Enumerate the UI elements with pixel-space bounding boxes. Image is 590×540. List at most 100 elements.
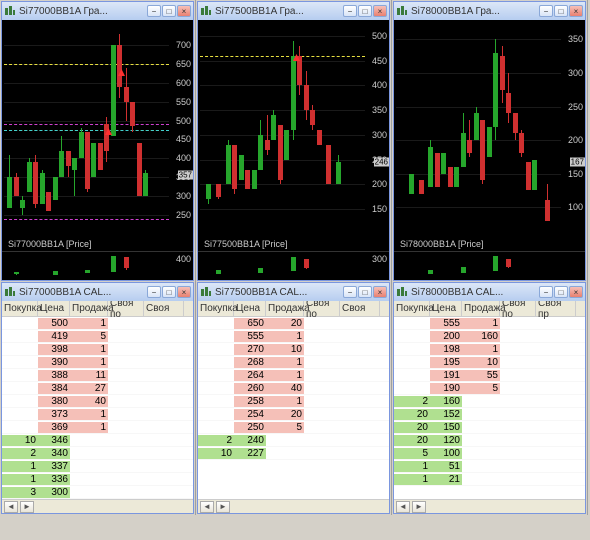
close-button[interactable]: × (177, 5, 191, 17)
close-button[interactable]: × (373, 286, 387, 298)
col-price[interactable]: Цена (430, 301, 462, 316)
horizontal-line (200, 56, 365, 57)
dom-bid-row[interactable]: 5100 (394, 447, 585, 460)
dom-rows: 555 1 200 160 198 1 195 10 191 55 190 5 … (394, 317, 585, 486)
minimize-button[interactable]: − (147, 5, 161, 17)
maximize-button[interactable]: □ (358, 5, 372, 17)
col-own2[interactable]: Своя (340, 301, 380, 316)
dom-ask-row[interactable]: 373 1 (2, 408, 193, 421)
scroll-right-button[interactable] (412, 501, 426, 513)
maximize-button[interactable]: □ (358, 286, 372, 298)
close-button[interactable]: × (373, 5, 387, 17)
dom-ask-row[interactable]: 650 20 (198, 317, 389, 330)
dom-ask-row[interactable]: 260 40 (198, 382, 389, 395)
dom-ask-row[interactable]: 380 40 (2, 395, 193, 408)
dom-bid-row[interactable]: 121 (394, 473, 585, 486)
dom-bid-row[interactable]: 10346 (2, 434, 193, 447)
maximize-button[interactable]: □ (162, 5, 176, 17)
dom-bid-row[interactable]: 151 (394, 460, 585, 473)
dom-ask-row[interactable]: 369 1 (2, 421, 193, 434)
price-marker-icon (118, 68, 124, 74)
col-buy[interactable]: Покупка (198, 301, 234, 316)
dom-bid-row[interactable]: 2160 (394, 395, 585, 408)
volume-subplot (396, 254, 561, 278)
y-tick-label: 250 (176, 210, 191, 220)
scroll-left-button[interactable] (200, 501, 214, 513)
dom-ask-row[interactable]: 254 20 (198, 408, 389, 421)
dom-ask-row[interactable]: 268 1 (198, 356, 389, 369)
col-price[interactable]: Цена (234, 301, 266, 316)
minimize-button[interactable]: − (343, 5, 357, 17)
minimize-button[interactable]: − (147, 286, 161, 298)
close-button[interactable]: × (569, 5, 583, 17)
minimize-button[interactable]: − (343, 286, 357, 298)
y-tick-label: 600 (176, 78, 191, 88)
col-own1[interactable]: Своя по (500, 301, 536, 316)
scroll-left-button[interactable] (396, 501, 410, 513)
y-tick-label: 400 (372, 80, 387, 90)
dom-ask-row[interactable]: 200 160 (394, 330, 585, 343)
dom-bid-row[interactable]: 20150 (394, 421, 585, 434)
dom-ask-row[interactable]: 384 27 (2, 382, 193, 395)
dom-bid-row[interactable]: 1336 (2, 473, 193, 486)
dom-ask-row[interactable]: 264 1 (198, 369, 389, 382)
chart-area[interactable]: 150200250300350400450500246 Si77500BB1A … (198, 20, 389, 280)
maximize-button[interactable]: □ (554, 286, 568, 298)
close-button[interactable]: × (177, 286, 191, 298)
chart-plot (396, 26, 561, 233)
price-box: 357 (178, 170, 193, 179)
dom-ask-row[interactable]: 258 1 (198, 395, 389, 408)
window-titlebar: Si78000BB1A Гра... − □ × (394, 2, 585, 20)
col-price[interactable]: Цена (38, 301, 70, 316)
col-own2[interactable]: Своя (144, 301, 184, 316)
dom-bid-row[interactable]: 20152 (394, 408, 585, 421)
dom-ask-row[interactable]: 195 10 (394, 356, 585, 369)
scroll-right-button[interactable] (20, 501, 34, 513)
dom-bid-row[interactable]: 10227 (198, 447, 389, 460)
dom-ask-row[interactable]: 250 5 (198, 421, 389, 434)
window-titlebar: Si77000BB1A Гра... − □ × (2, 2, 193, 20)
y-tick-label: 150 (372, 204, 387, 214)
y-tick-label: 300 (372, 254, 387, 264)
col-sell[interactable]: Продажа (266, 301, 304, 316)
scroll-right-button[interactable] (216, 501, 230, 513)
chart-area[interactable]: 250300350400450500550600650700357 Si7700… (2, 20, 193, 280)
y-tick-label: 700 (176, 40, 191, 50)
maximize-button[interactable]: □ (554, 5, 568, 17)
col-buy[interactable]: Покупка (2, 301, 38, 316)
col-own2[interactable]: Своя пр (536, 301, 576, 316)
dom-ask-row[interactable]: 190 5 (394, 382, 585, 395)
dom-bid-row[interactable]: 2340 (2, 447, 193, 460)
dom-ask-row[interactable]: 500 1 (2, 317, 193, 330)
col-sell[interactable]: Продажа (70, 301, 108, 316)
scroll-left-button[interactable] (4, 501, 18, 513)
dom-bid-row[interactable]: 1337 (2, 460, 193, 473)
dom-ask-row[interactable]: 270 10 (198, 343, 389, 356)
dom-header: Покупка Цена Продажа Своя по Своя (198, 301, 389, 317)
col-own1[interactable]: Своя по (108, 301, 144, 316)
dom-ask-row[interactable]: 398 1 (2, 343, 193, 356)
dom-ask-row[interactable]: 388 11 (2, 369, 193, 382)
col-sell[interactable]: Продажа (462, 301, 500, 316)
minimize-button[interactable]: − (539, 5, 553, 17)
chart-window: Si78000BB1A Гра... − □ × (393, 1, 586, 281)
dom-bid-row[interactable]: 20120 (394, 434, 585, 447)
dom-bid-row[interactable]: 3300 (2, 486, 193, 499)
y-tick-label: 200 (372, 179, 387, 189)
minimize-button[interactable]: − (539, 286, 553, 298)
dom-ask-row[interactable]: 555 1 (198, 330, 389, 343)
dom-bid-row[interactable]: 2240 (198, 434, 389, 447)
dom-ask-row[interactable]: 390 1 (2, 356, 193, 369)
close-button[interactable]: × (569, 286, 583, 298)
dom-ask-row[interactable]: 191 55 (394, 369, 585, 382)
maximize-button[interactable]: □ (162, 286, 176, 298)
dom-ask-row[interactable]: 198 1 (394, 343, 585, 356)
chart-area[interactable]: 100150200250300350167 Si78000BB1A [Price… (394, 20, 585, 280)
col-own1[interactable]: Своя по (304, 301, 340, 316)
y-tick-label: 250 (568, 102, 583, 112)
y-axis: 300 (367, 252, 389, 280)
volume-subplot (4, 254, 169, 278)
y-axis (563, 252, 585, 280)
dom-ask-row[interactable]: 419 5 (2, 330, 193, 343)
col-buy[interactable]: Покупка (394, 301, 430, 316)
